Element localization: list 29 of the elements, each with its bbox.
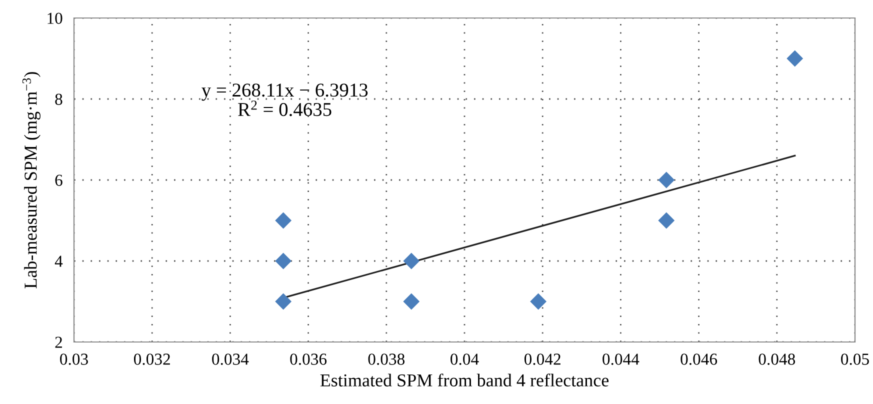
point [403, 293, 420, 310]
x-tick-label: 0.048 [758, 354, 796, 365]
x-tick-label: 0.046 [680, 354, 718, 365]
x-tick-label: 0.03 [60, 354, 88, 365]
point [658, 172, 675, 188]
annotation: R$^{2}$ = 0.4635 [238, 100, 332, 116]
y-tick-label: 6 [55, 174, 62, 186]
x-tick-label: 0.042 [524, 354, 560, 365]
y-tick-label: 10 [48, 12, 62, 24]
y-tick-label: 2 [55, 336, 62, 348]
x-tick-label: 0.038 [368, 354, 405, 365]
x-axis-title: Estimated SPM from band 4 reflectance [320, 374, 609, 386]
point [275, 212, 292, 229]
point [786, 50, 804, 67]
point [275, 293, 292, 310]
x-tick-label: 0.032 [134, 354, 170, 365]
y-tick-label: 8 [55, 94, 62, 105]
y-axis-title: Lab-measured SPM (mg·m$^{−3}$) [22, 72, 40, 288]
x-tick-label: 0.034 [212, 354, 249, 365]
point [403, 252, 420, 270]
annotation: y = 268.11x − 6.3913 [202, 84, 368, 101]
x-tick-label: 0.05 [841, 354, 869, 365]
x-tick-label: 0.044 [602, 354, 640, 365]
point [658, 212, 675, 229]
x-tick-label: 0.04 [450, 354, 479, 365]
point [275, 252, 292, 270]
point [530, 293, 547, 310]
x-tick-label: 0.036 [290, 354, 327, 365]
y-tick-label: 4 [54, 256, 63, 267]
